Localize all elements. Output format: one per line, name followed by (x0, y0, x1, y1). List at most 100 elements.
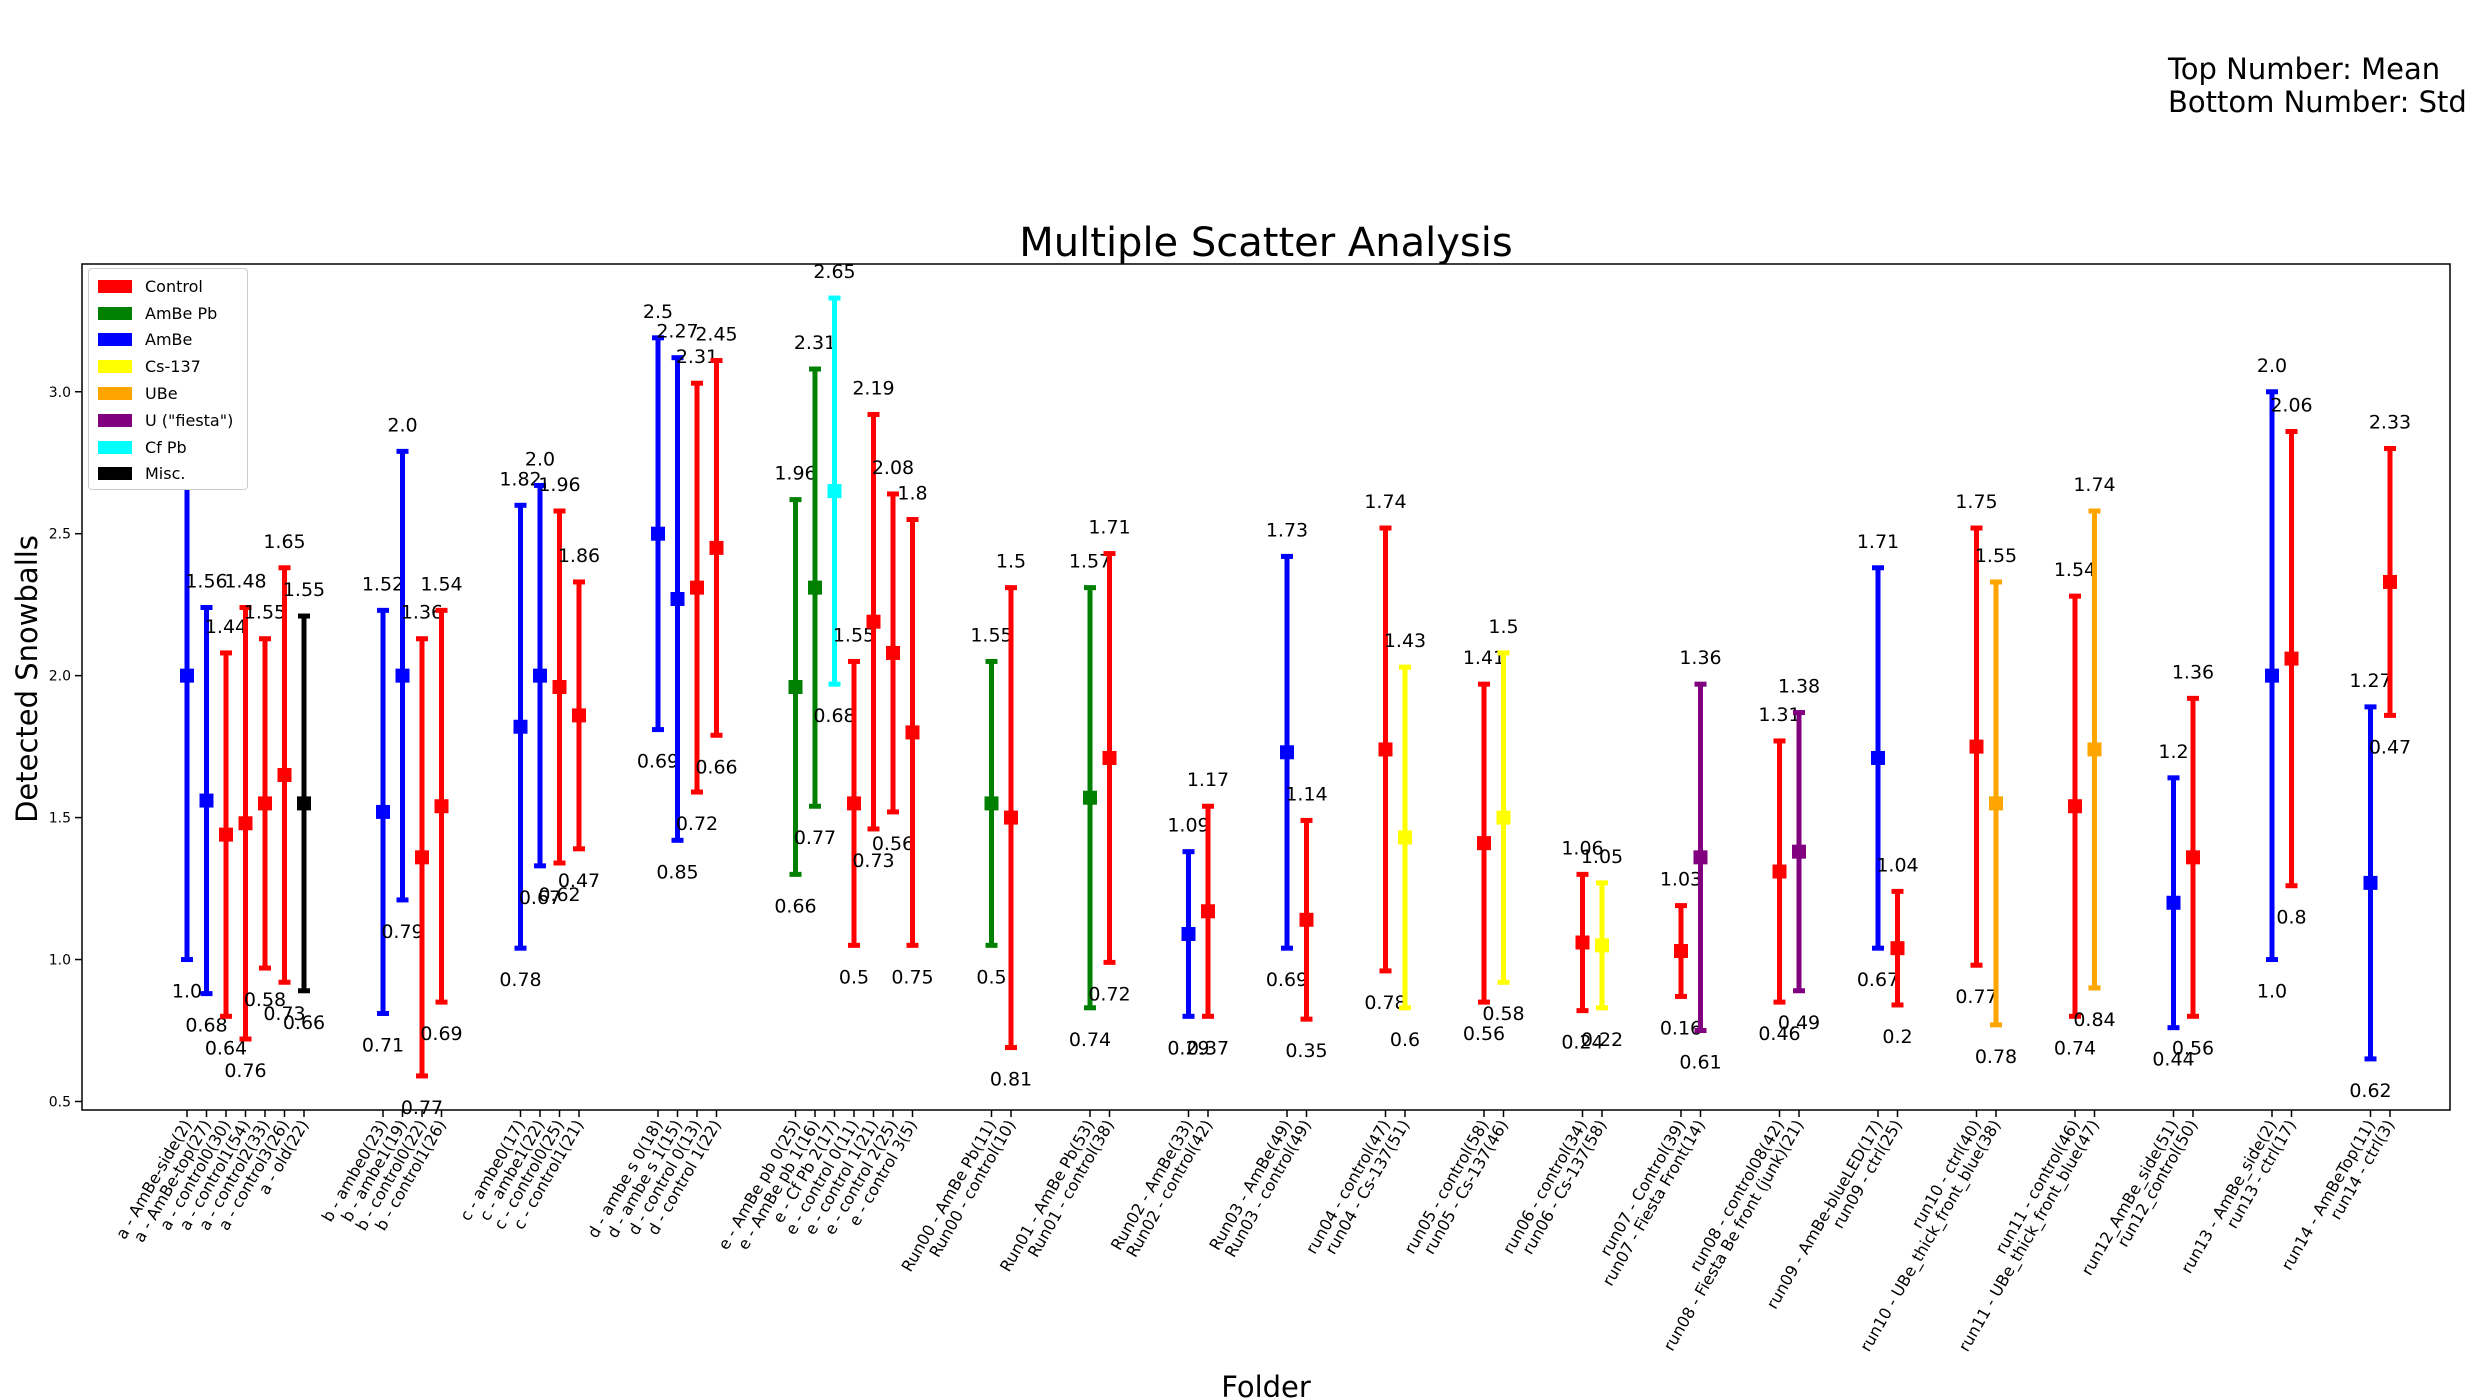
legend-item: Control (89, 273, 247, 300)
legend-swatch (98, 413, 132, 427)
std-label: 0.72 (676, 813, 718, 835)
std-label: 0.62 (2349, 1080, 2391, 1102)
mean-label: 1.48 (224, 571, 266, 593)
mean-marker (984, 796, 999, 811)
data-point: 1.73 0.69 (1266, 519, 1308, 991)
mean-marker (827, 484, 842, 499)
legend-label: Control (145, 276, 203, 296)
mean-marker (2363, 875, 2378, 890)
data-point: 2.31 0.72 (676, 346, 718, 835)
data-point: 1.5 0.81 (990, 551, 1032, 1091)
mean-marker (1871, 750, 1885, 765)
mean-marker (1299, 912, 1314, 927)
plot-area: 0.51.01.52.02.53.0a - AmBe-side(2)2.01.0… (49, 261, 2451, 1355)
data-point: 1.55 0.78 (1975, 545, 2017, 1068)
legend-item: Misc. (89, 461, 247, 488)
mean-label: 1.75 (1955, 491, 1997, 513)
annotation-std-note: Bottom Number: Std (2168, 85, 2467, 119)
legend-label: U ("fiesta") (145, 410, 234, 430)
data-point: 1.41 0.56 (1463, 647, 1505, 1045)
mean-label: 1.03 (1660, 869, 1702, 891)
mean-marker (238, 816, 253, 831)
legend-label: Cs-137 (145, 357, 201, 377)
mean-label: 1.36 (401, 602, 443, 624)
mean-label: 1.27 (2349, 670, 2391, 692)
mean-label: 2.08 (872, 457, 914, 479)
std-label: 0.75 (891, 966, 933, 988)
mean-label: 1.55 (283, 579, 325, 601)
mean-label: 1.56 (185, 571, 227, 593)
data-point: 2.45 0.66 (695, 324, 737, 779)
std-label: 0.77 (1955, 986, 1997, 1008)
data-point: 1.96 0.62 (538, 474, 580, 906)
mean-label: 1.41 (1463, 647, 1505, 669)
data-point: 1.56 0.68 (185, 571, 227, 1037)
mean-marker (2166, 895, 2181, 910)
data-point: 1.04 0.2 (1876, 854, 1918, 1048)
data-point: 2.19 0.73 (852, 377, 894, 871)
mean-marker (1674, 944, 1688, 959)
std-label: 0.67 (519, 887, 561, 909)
std-label: 0.78 (1364, 992, 1406, 1014)
mean-marker (1792, 844, 1806, 859)
mean-marker (709, 540, 724, 555)
data-point: 2.27 0.85 (656, 321, 698, 884)
mean-label: 1.73 (1266, 519, 1308, 541)
std-label: 0.71 (362, 1034, 404, 1056)
mean-marker (1772, 864, 1787, 879)
data-point: 1.36 0.61 (1679, 647, 1721, 1073)
mean-marker (651, 526, 665, 541)
legend-item: Cf Pb (89, 434, 247, 461)
mean-label: 2.06 (2270, 394, 2312, 416)
legend-item: Cs-137 (89, 353, 247, 380)
mean-label: 1.31 (1758, 704, 1800, 726)
std-label: 0.74 (1069, 1029, 1111, 1051)
data-point: 1.27 0.62 (2349, 670, 2391, 1102)
mean-label: 1.05 (1581, 846, 1623, 868)
legend-swatch (98, 440, 132, 454)
data-point: 1.5 0.58 (1482, 616, 1524, 1025)
mean-marker (905, 725, 920, 740)
mean-marker (1378, 742, 1393, 757)
y-tick-label: 1.0 (49, 953, 71, 969)
mean-label: 1.5 (1488, 616, 1518, 638)
mean-marker (2265, 668, 2279, 683)
mean-marker (788, 680, 803, 694)
std-label: 0.68 (813, 705, 855, 727)
std-label: 0.66 (283, 1012, 325, 1034)
std-label: 0.56 (1463, 1023, 1505, 1045)
mean-label: 1.54 (420, 573, 462, 595)
std-label: 0.49 (1778, 1012, 1820, 1034)
std-label: 0.69 (637, 751, 679, 773)
legend-swatch (98, 387, 132, 401)
mean-label: 1.09 (1167, 815, 1209, 837)
std-label: 0.81 (990, 1069, 1032, 1091)
mean-marker (1989, 796, 2003, 811)
mean-marker (415, 850, 429, 865)
mean-marker (1477, 836, 1491, 851)
data-point: 1.05 0.22 (1581, 846, 1623, 1051)
data-point: 1.96 0.66 (774, 463, 816, 918)
std-label: 0.76 (224, 1060, 266, 1082)
mean-label: 2.31 (676, 346, 718, 368)
std-label: 0.58 (244, 989, 286, 1011)
data-point: 2.0 1.0 (2257, 355, 2287, 1003)
mean-marker (2383, 574, 2397, 589)
legend-item: UBe (89, 380, 247, 407)
std-label: 0.73 (852, 850, 894, 872)
annotation-mean-note: Top Number: Mean (2168, 52, 2441, 86)
mean-marker (866, 614, 881, 629)
data-point: 1.86 0.47 (558, 545, 600, 892)
std-label: 0.78 (1975, 1046, 2017, 1068)
y-tick-label: 1.5 (49, 811, 71, 827)
data-point: 1.48 0.76 (224, 571, 266, 1083)
mean-label: 1.55 (833, 624, 875, 646)
x-axis-label: Folder (1221, 1370, 1311, 1400)
std-label: 0.47 (2369, 736, 2411, 758)
data-point: 1.82 0.78 (499, 468, 541, 991)
data-point: 1.57 0.74 (1069, 551, 1111, 1051)
mean-label: 1.36 (2172, 661, 2214, 683)
mean-label: 1.54 (2054, 559, 2096, 581)
mean-marker (1102, 750, 1117, 765)
